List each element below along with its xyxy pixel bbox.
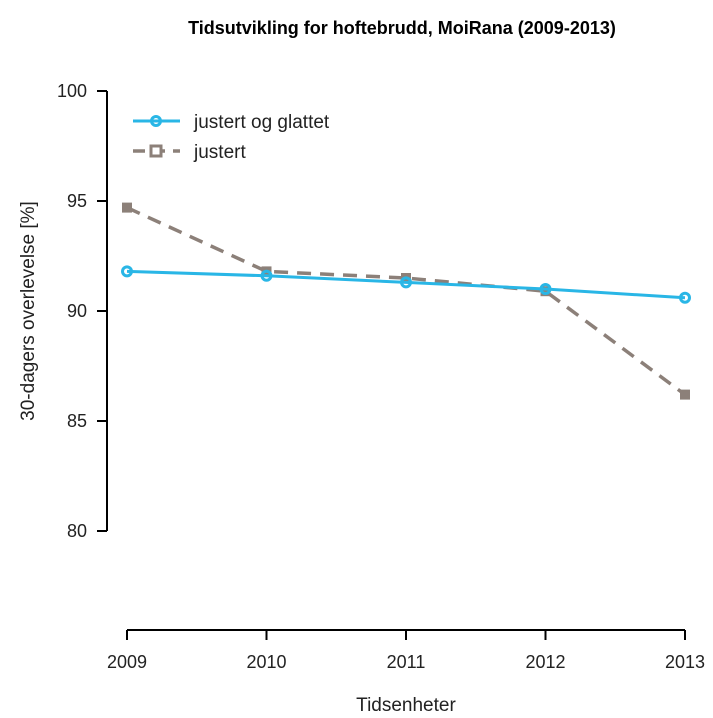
x-axis-label: Tidsenheter <box>356 695 456 716</box>
x-tick-label: 2011 <box>387 652 426 672</box>
y-axis-label: 30-dagers overlevelse [%] <box>18 201 39 421</box>
x-axis: 2009 2010 2011 2012 2013 <box>107 629 705 672</box>
data-point <box>121 265 133 278</box>
legend-item: justert og glattet <box>133 112 330 133</box>
y-tick-label: 90 <box>67 301 87 321</box>
series-layer <box>121 202 691 400</box>
data-point <box>122 202 132 213</box>
legend: justert og glattet justert <box>133 112 330 163</box>
series-adjusted <box>122 202 690 400</box>
y-axis: 80 85 90 95 100 <box>57 81 108 541</box>
legend-label: justert <box>193 142 246 163</box>
y-tick-label: 85 <box>67 411 87 431</box>
data-point <box>680 389 690 400</box>
legend-marker <box>149 144 163 158</box>
data-point <box>679 291 691 304</box>
data-point <box>400 276 412 289</box>
y-tick-label: 100 <box>57 81 87 101</box>
x-tick-label: 2010 <box>246 652 286 672</box>
legend-item: justert <box>133 142 246 163</box>
legend-marker <box>150 115 162 127</box>
x-tick-label: 2012 <box>525 652 565 672</box>
legend-label: justert og glattet <box>193 112 330 133</box>
data-point <box>260 269 273 282</box>
y-tick-label: 80 <box>67 521 87 541</box>
x-tick-label: 2013 <box>665 652 705 672</box>
series-smoothed <box>121 265 691 304</box>
series-line <box>126 269 686 300</box>
y-tick-label: 95 <box>67 191 87 211</box>
chart-title: Tidsutvikling for hoftebrudd, MoiRana (2… <box>188 18 616 38</box>
series-line <box>126 206 687 397</box>
data-point <box>539 283 552 295</box>
x-tick-label: 2009 <box>107 652 147 672</box>
